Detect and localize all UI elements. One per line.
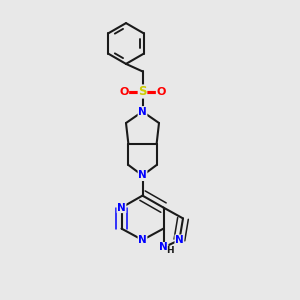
Text: N: N <box>138 235 147 245</box>
Text: O: O <box>156 86 166 97</box>
Text: N: N <box>138 170 147 181</box>
Text: S: S <box>138 85 147 98</box>
Text: H: H <box>166 246 174 255</box>
Text: N: N <box>175 235 184 245</box>
Text: O: O <box>119 86 129 97</box>
Text: N: N <box>117 202 126 213</box>
Text: N: N <box>159 242 168 253</box>
Text: N: N <box>138 106 147 117</box>
